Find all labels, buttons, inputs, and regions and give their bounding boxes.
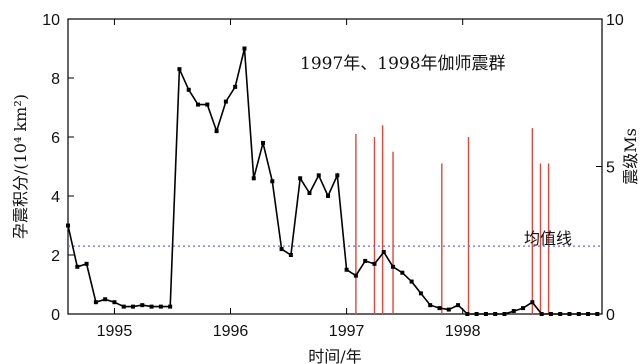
data-point: [186, 87, 191, 92]
data-point: [251, 176, 256, 181]
data-point: [205, 102, 210, 107]
data-point: [75, 264, 80, 269]
data-point: [511, 309, 516, 314]
data-point: [214, 129, 219, 134]
data-point: [140, 303, 145, 308]
data-point: [493, 312, 498, 316]
y-left-tick-label: 2: [51, 248, 60, 265]
data-point: [418, 291, 423, 296]
data-point: [270, 179, 275, 184]
data-point: [437, 306, 442, 311]
y-right-tick-label: 5: [606, 160, 615, 177]
data-point: [326, 194, 331, 198]
data-point: [428, 303, 433, 308]
data-point: [233, 84, 238, 89]
data-point: [539, 312, 544, 316]
data-point: [335, 173, 340, 178]
data-point: [196, 102, 201, 107]
data-point: [586, 312, 591, 316]
chart-labels: 1997年、1998年伽师震群 均值线 时间/年 孕震积分/(10⁴ km²) …: [11, 54, 640, 364]
data-point: [344, 267, 349, 272]
x-tick-label: 1996: [213, 323, 249, 340]
data-point: [474, 312, 479, 316]
data-point: [279, 247, 284, 252]
data-point: [93, 300, 98, 305]
data-point: [363, 258, 368, 263]
data-point: [298, 176, 303, 181]
data-point: [103, 297, 108, 302]
data-point: [242, 46, 247, 51]
series-line: [67, 48, 598, 315]
y-left-tick-label: 10: [42, 12, 60, 29]
data-point: [66, 223, 70, 228]
data-point: [223, 99, 228, 104]
y-right-tick-label: 0: [606, 307, 615, 324]
y-right-tick-label: 10: [606, 12, 624, 29]
data-point: [576, 312, 581, 316]
data-point: [446, 307, 451, 312]
data-point: [548, 312, 553, 316]
chart-title: 1997年、1998年伽师震群: [300, 54, 506, 74]
data-point: [530, 300, 535, 305]
data-point: [456, 303, 461, 308]
series-line-group: [66, 46, 600, 316]
y-axis-left-title: 孕震积分/(10⁴ km²): [11, 94, 30, 239]
data-point: [149, 304, 154, 309]
data-point: [502, 312, 507, 316]
data-point: [400, 270, 405, 275]
data-point: [521, 306, 526, 311]
data-point: [121, 304, 126, 309]
data-point: [381, 250, 386, 255]
axes: 1995 1996 1997 1998 0 2 4 6 8 10 0 5 10: [42, 12, 624, 340]
y-left-tick-label: 4: [51, 189, 60, 206]
y-left-tick-label: 6: [51, 130, 60, 147]
data-point: [558, 312, 563, 316]
mean-line-label: 均值线: [524, 229, 572, 248]
data-point: [177, 67, 182, 72]
x-axis-title: 时间/年: [308, 347, 361, 364]
data-point: [307, 191, 312, 196]
data-point: [168, 304, 173, 309]
x-tick-label: 1995: [97, 323, 133, 340]
data-point: [465, 312, 470, 316]
data-point: [131, 304, 136, 309]
y-left-tick-label: 0: [51, 307, 60, 324]
data-point: [391, 264, 396, 269]
earthquake-bars: [355, 125, 550, 314]
data-point: [84, 261, 89, 266]
data-point: [483, 312, 488, 316]
data-point: [353, 273, 358, 278]
data-point: [372, 261, 377, 266]
data-point: [288, 253, 293, 257]
data-point: [409, 279, 414, 284]
y-left-tick-label: 8: [51, 71, 60, 88]
x-tick-label: 1998: [445, 323, 481, 340]
data-point: [567, 312, 572, 316]
data-point: [158, 304, 163, 309]
data-point: [112, 300, 117, 305]
data-point: [595, 312, 600, 316]
x-tick-label: 1997: [329, 323, 365, 340]
data-point: [261, 140, 266, 145]
y-axis-right-title: 震级Ms: [621, 128, 640, 185]
data-point: [316, 173, 321, 178]
